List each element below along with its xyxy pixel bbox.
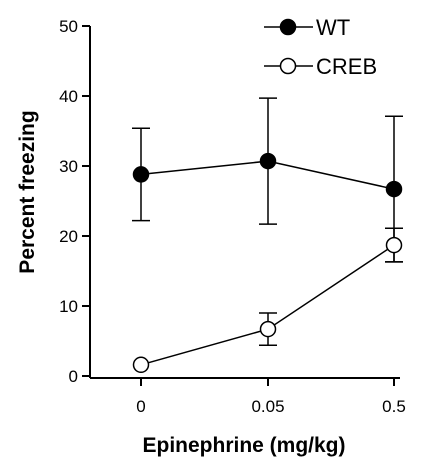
- series-wt: [132, 97, 403, 263]
- series-line: [140, 244, 395, 366]
- x-ticks: 0 0.05 0.5: [136, 378, 406, 416]
- x-tick-label: 0: [136, 397, 145, 416]
- y-tick-label: 0: [69, 367, 78, 386]
- data-point: [385, 180, 403, 198]
- x-tick-label: 0.5: [382, 397, 406, 416]
- data-point: [259, 152, 277, 170]
- legend-item-creb: CREB: [264, 54, 377, 79]
- legend-marker: [279, 57, 297, 75]
- y-tick-label: 40: [59, 87, 78, 106]
- series-creb: [132, 227, 403, 374]
- x-tick-label: 0.05: [251, 397, 284, 416]
- legend-item-wt: WT: [264, 15, 350, 40]
- y-ticks: 0 10 20 30 40 50: [59, 17, 90, 386]
- y-tick-label: 50: [59, 17, 78, 36]
- data-point: [385, 236, 403, 254]
- data-point: [132, 356, 150, 374]
- series-layer: [132, 97, 403, 374]
- x-axis-title: Epinephrine (mg/kg): [142, 434, 345, 457]
- legend: WT CREB: [264, 15, 377, 79]
- legend-label: CREB: [316, 54, 377, 79]
- legend-label: WT: [316, 15, 350, 40]
- y-tick-label: 10: [59, 297, 78, 316]
- y-tick-label: 30: [59, 157, 78, 176]
- data-point: [132, 166, 150, 183]
- data-point: [259, 320, 277, 338]
- legend-marker: [279, 18, 297, 36]
- y-axis-title: Percent freezing: [16, 110, 39, 273]
- y-tick-label: 20: [59, 227, 78, 246]
